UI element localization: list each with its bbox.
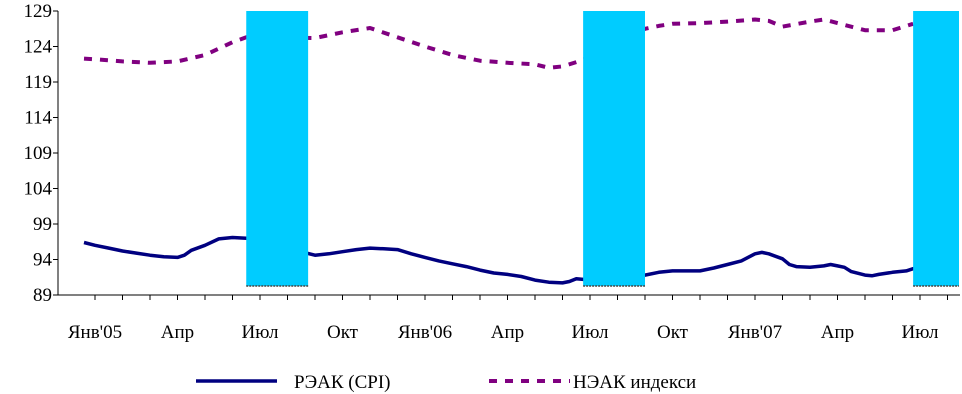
x-axis-tick-labels: Янв'05 Апр Июл Окт Янв'06 Апр Июл Окт Янв'07 Апр И… [68,322,939,343]
x-tick-label: Окт [657,322,689,343]
shaded-period-bar [246,11,309,286]
legend-label-cpi: РЭАК (CPI) [294,372,390,393]
x-axis-ticks [94,295,948,300]
x-tick-label: Апр [491,322,524,343]
y-tick-label: 104 [24,179,53,200]
shaded-period-bar [583,11,645,286]
y-tick-label: 124 [24,37,53,58]
y-tick-label: 109 [24,143,53,164]
y-axis-tick-labels: 89 94 99 104 109 114 119 124 129 [24,1,53,306]
legend-label-neer: НЭАК индекси [573,372,696,393]
x-tick-label: Апр [821,322,854,343]
axes [57,11,960,296]
x-tick-label: Окт [327,322,359,343]
series-line-cpi [83,235,921,285]
y-tick-label: 99 [33,214,52,235]
x-tick-label: Янв'05 [68,322,122,343]
series-layer [83,17,921,285]
x-tick-label: Июл [242,322,279,343]
x-tick-label: Июл [902,322,939,343]
x-tick-label: Июл [572,322,609,343]
shaded-periods [246,11,959,287]
y-tick-label: 89 [33,285,52,306]
y-tick-label: 114 [24,108,52,129]
y-axis-ticks [53,10,58,296]
series-line-neer [83,17,914,70]
legend: РЭАК (CPI) НЭАК индекси [196,372,696,393]
shaded-period-bar [913,11,959,286]
x-tick-label: Янв'07 [728,322,782,343]
y-tick-label: 129 [24,1,53,22]
y-tick-label: 119 [24,72,52,93]
y-tick-label: 94 [33,250,53,271]
x-tick-label: Янв'06 [398,322,452,343]
x-tick-label: Апр [161,322,194,343]
